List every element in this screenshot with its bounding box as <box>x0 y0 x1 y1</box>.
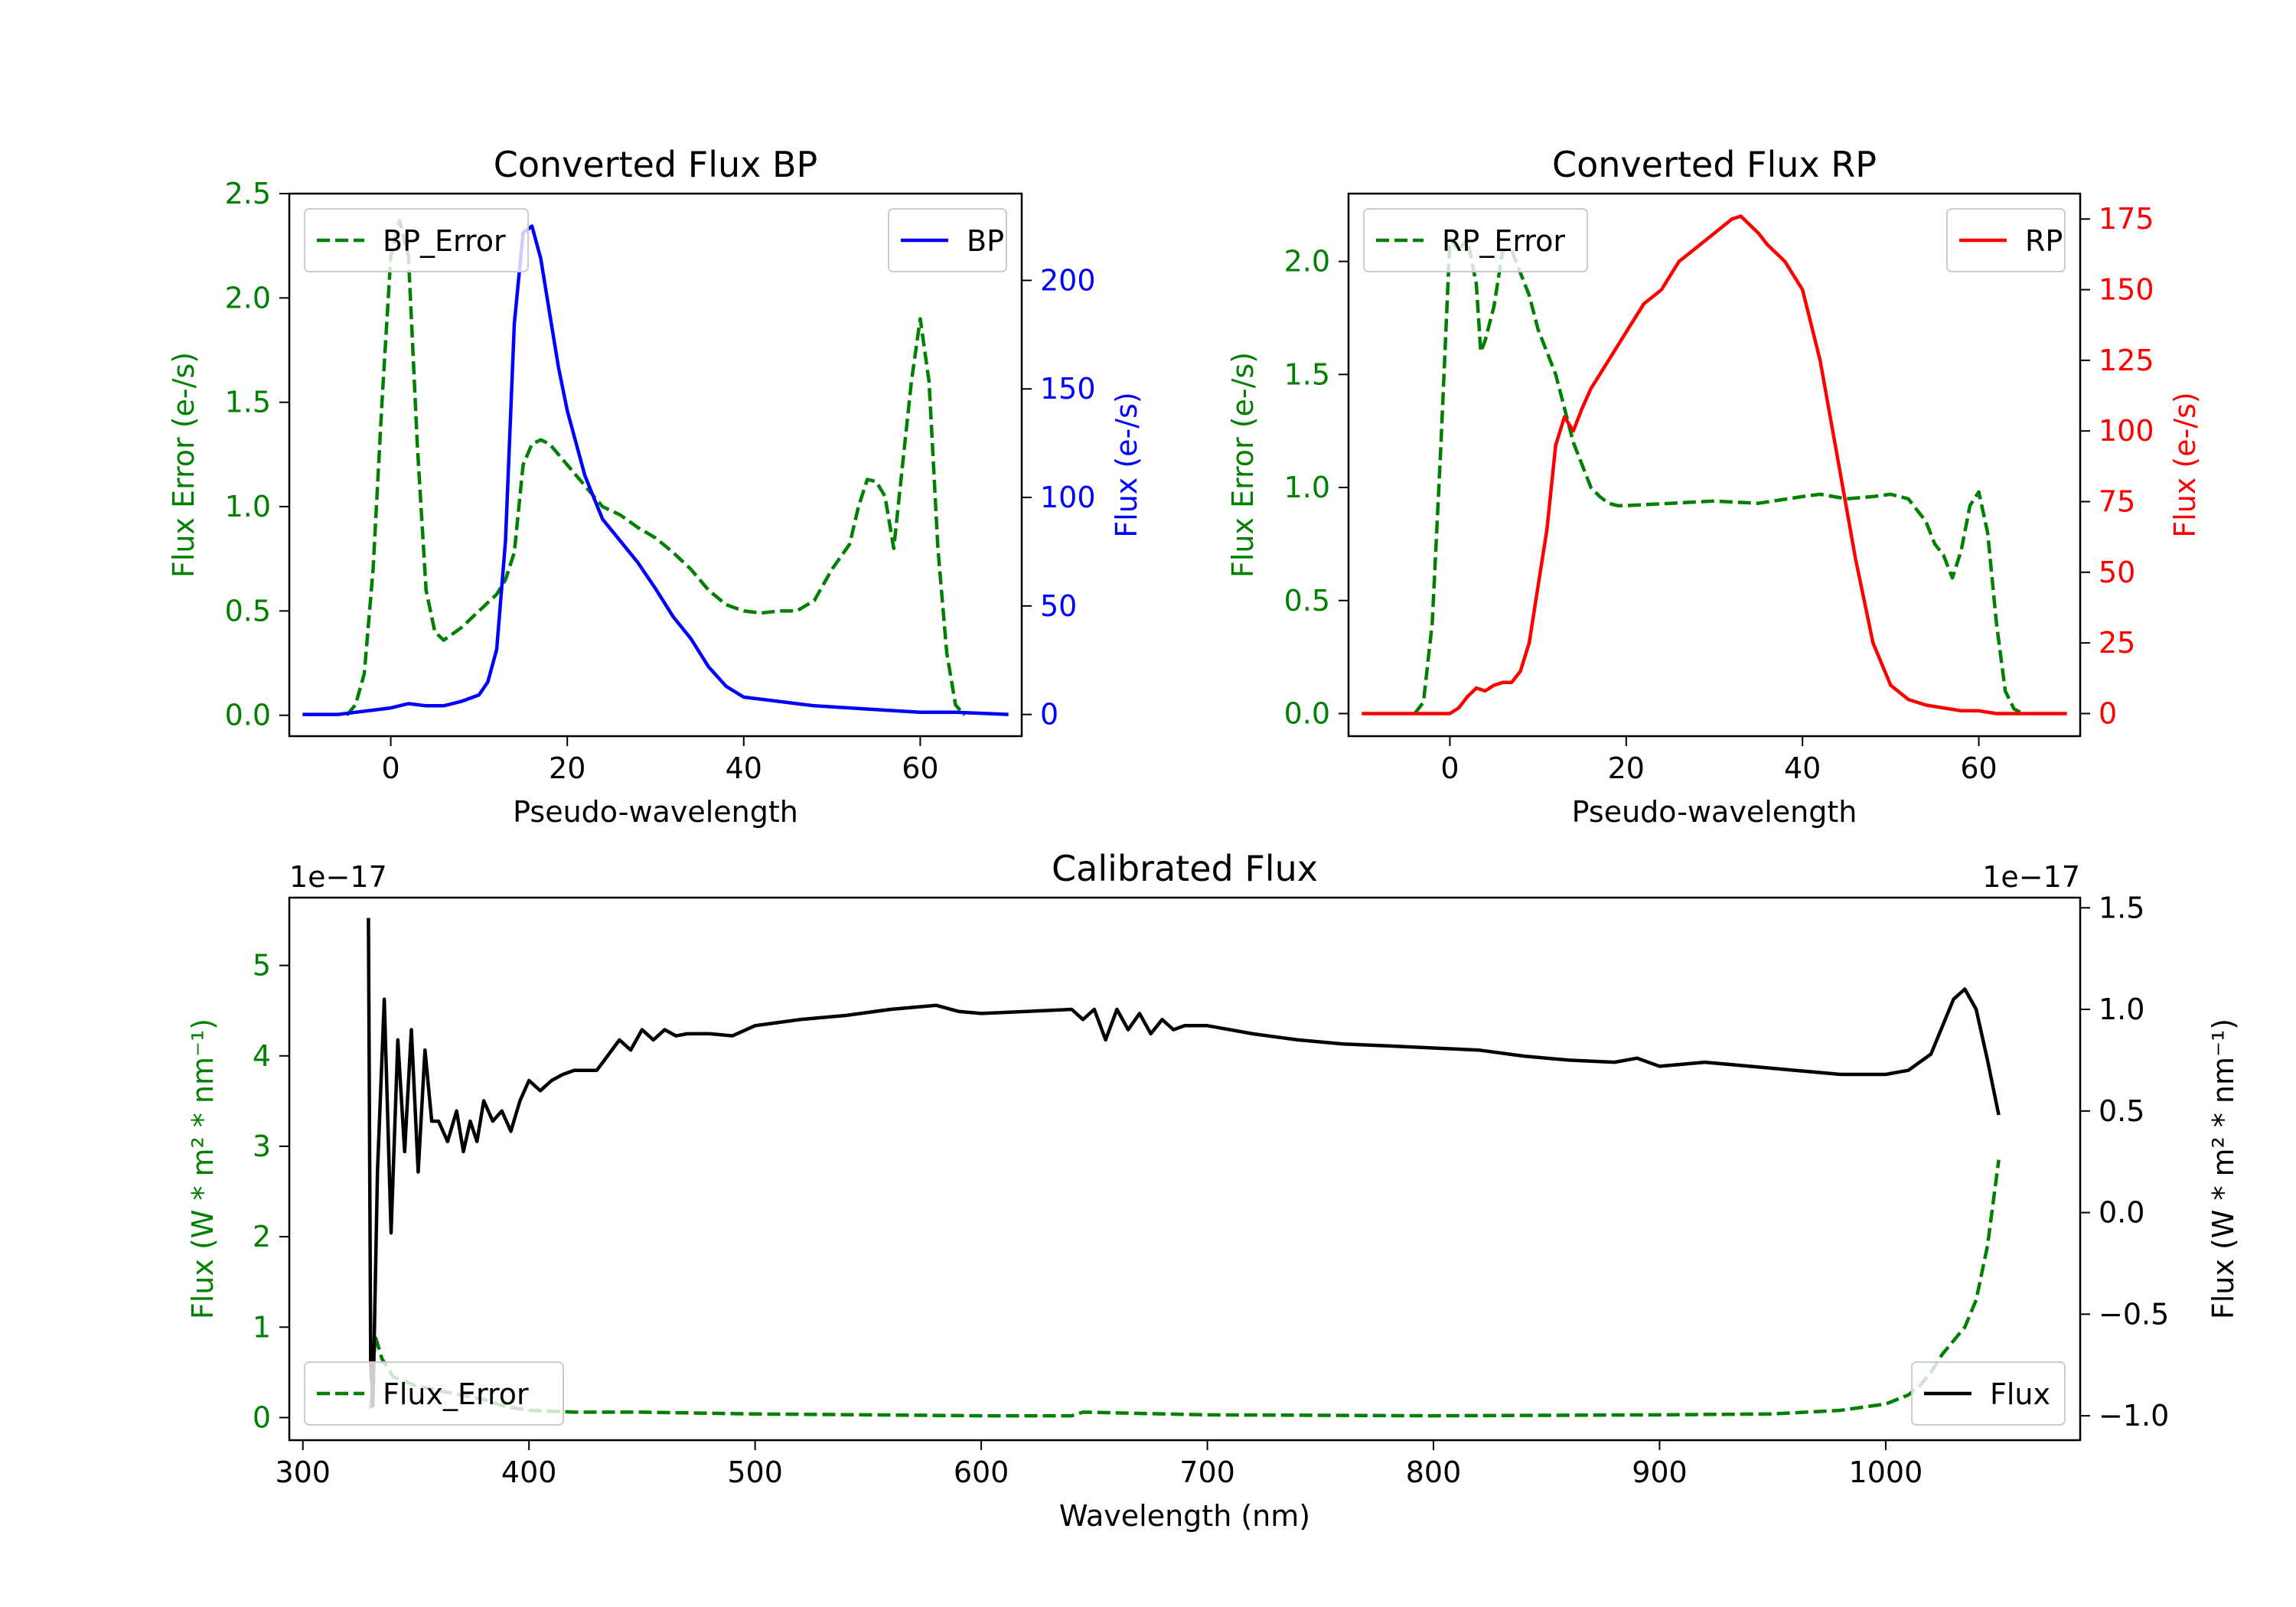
y-right-offset-text: 1e−17 <box>1982 860 2080 894</box>
legend-bp: BP <box>888 208 1007 272</box>
y-right-axis-label: Flux (e-/s) <box>2168 392 2202 537</box>
plot-area-bp <box>302 219 1009 717</box>
y-right-tick-label: 1.0 <box>2099 993 2144 1026</box>
legend-label: RP <box>2025 224 2063 258</box>
legend-label: BP <box>967 224 1004 258</box>
y-right-tick-label: 0.5 <box>2099 1094 2144 1128</box>
y-right-tick-label: 200 <box>1040 263 1096 297</box>
x-tick-label: 40 <box>1784 751 1821 785</box>
y-left-axis-label: Flux Error (e-/s) <box>167 352 201 578</box>
y-left-tick-label: 5 <box>253 949 271 983</box>
y-right-tick-label: −0.5 <box>2099 1297 2169 1331</box>
series-line-rp-error <box>1413 236 2024 715</box>
series-line-flux <box>367 918 2001 1408</box>
y-right-tick-label: 50 <box>2099 556 2135 589</box>
series-line-bp-error <box>345 219 966 717</box>
plot-area-calibrated <box>367 918 2001 1418</box>
x-tick-label: 800 <box>1406 1455 1462 1489</box>
legend-flux: Flux <box>1911 1361 2066 1426</box>
y-left-tick-label: 0.5 <box>225 594 271 627</box>
y-right-tick-label: 125 <box>2099 344 2154 377</box>
x-tick-label: 60 <box>1960 751 1997 785</box>
y-right-tick-label: 100 <box>1040 481 1096 514</box>
y-right-tick-label: 50 <box>1040 589 1077 623</box>
x-tick-label: 20 <box>1608 751 1645 785</box>
y-left-tick-label: 3 <box>253 1129 271 1163</box>
y-left-tick-label: 4 <box>253 1039 271 1073</box>
y-left-tick-label: 0.5 <box>1284 584 1330 618</box>
chart-bp: 0 20 40 60 0.0 0.5 1.0 1.5 2.0 2.5 0 50 100 150 200 Con… <box>167 144 1143 829</box>
x-axis-label: Wavelength (nm) <box>1059 1499 1310 1533</box>
y-left-tick-label: 1.0 <box>225 490 271 523</box>
y-right-tick-label: 175 <box>2099 202 2154 236</box>
y-right-tick-label: 150 <box>1040 372 1096 406</box>
chart-title: Converted Flux RP <box>1552 144 1877 185</box>
legend-label: Flux_Error <box>383 1377 529 1411</box>
x-axis-label: Pseudo-wavelength <box>1572 795 1857 829</box>
legend-box <box>304 208 529 272</box>
y-right-tick-label: 0 <box>1040 698 1058 732</box>
x-tick-label: 40 <box>726 751 762 785</box>
y-left-tick-label: 0.0 <box>225 699 271 732</box>
chart-title: Calibrated Flux <box>1052 848 1318 889</box>
y-right-tick-label: 25 <box>2099 626 2135 660</box>
y-left-tick-label: 2 <box>253 1220 271 1253</box>
y-left-axis-label: Flux Error (e-/s) <box>1226 352 1260 578</box>
chart-calibrated: 300 400 500 600 700 800 900 1000 0 1 2 3 4 5 −1.0 −0.5 0… <box>186 848 2240 1533</box>
y-right-tick-label: 150 <box>2099 273 2154 307</box>
y-right-tick-label: 0.0 <box>2099 1196 2144 1230</box>
y-left-tick-label: 0 <box>253 1400 271 1434</box>
series-line-flux-error <box>369 1159 2001 1418</box>
y-right-tick-label: 100 <box>2099 414 2154 448</box>
x-tick-label: 60 <box>902 751 938 785</box>
legend-flux-error: Flux_Error <box>304 1361 564 1426</box>
series-line-rp <box>1362 214 2067 715</box>
legend-rp-error: RP_Error <box>1363 208 1588 272</box>
chart-rp: 0 20 40 60 0.0 0.5 1.0 1.5 2.0 0 25 50 75 100 125 150 17… <box>1226 144 2202 829</box>
x-tick-label: 0 <box>1440 751 1459 785</box>
plot-area-rp <box>1362 214 2067 715</box>
y-right-tick-label: −1.0 <box>2099 1399 2169 1433</box>
y-left-tick-label: 1.5 <box>225 386 271 419</box>
y-right-tick-label: 75 <box>2099 485 2135 519</box>
y-right-tick-label: 1.5 <box>2099 891 2144 924</box>
x-tick-label: 500 <box>727 1455 783 1489</box>
y-left-tick-label: 2.5 <box>225 177 271 210</box>
legend-box <box>304 1361 564 1426</box>
plot-frame <box>288 896 2082 1442</box>
legend-label: Flux <box>1990 1377 2050 1411</box>
y-left-tick-label: 2.0 <box>225 281 271 315</box>
y-left-tick-label: 2.0 <box>1284 245 1330 279</box>
x-tick-label: 900 <box>1632 1455 1688 1489</box>
legend-label: RP_Error <box>1442 224 1565 258</box>
x-tick-label: 700 <box>1179 1455 1235 1489</box>
y-right-tick-label: 0 <box>2099 696 2117 730</box>
legend-rp: RP <box>1946 208 2066 272</box>
series-line-bp <box>302 224 1009 716</box>
chart-title: Converted Flux BP <box>494 144 818 185</box>
y-left-tick-label: 0.0 <box>1284 696 1330 730</box>
y-right-axis-label: Flux (W * m² * nm⁻¹) <box>2206 1019 2240 1319</box>
x-tick-label: 0 <box>382 751 400 785</box>
x-tick-label: 400 <box>501 1455 557 1489</box>
legend-box <box>1363 208 1588 272</box>
y-left-axis-label: Flux (W * m² * nm⁻¹) <box>186 1019 220 1319</box>
legend-label: BP_Error <box>383 224 506 258</box>
y-left-tick-label: 1.0 <box>1284 471 1330 504</box>
y-left-offset-text: 1e−17 <box>289 860 387 894</box>
y-left-tick-label: 1 <box>253 1310 271 1344</box>
x-axis-label: Pseudo-wavelength <box>513 795 798 829</box>
plot-frame <box>1347 192 2082 738</box>
x-tick-label: 600 <box>954 1455 1009 1489</box>
x-tick-label: 20 <box>549 751 585 785</box>
x-tick-label: 1000 <box>1849 1455 1923 1489</box>
y-right-axis-label: Flux (e-/s) <box>1110 392 1143 537</box>
x-tick-label: 300 <box>275 1455 331 1489</box>
legend-bp-error: BP_Error <box>304 208 529 272</box>
legend-box <box>1911 1361 2066 1426</box>
plot-frame <box>288 192 1023 738</box>
y-left-tick-label: 1.5 <box>1284 357 1330 391</box>
